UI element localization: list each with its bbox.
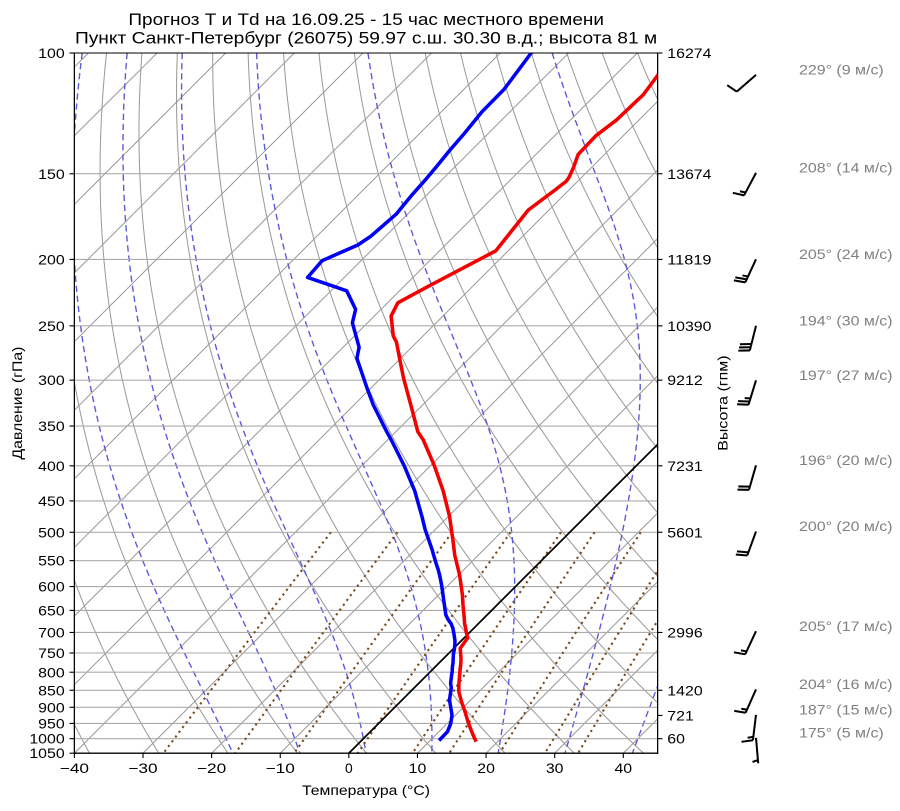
svg-text:200: 200 <box>38 251 65 267</box>
svg-text:11819: 11819 <box>667 251 712 267</box>
svg-text:187° (15 м/с): 187° (15 м/с) <box>799 701 893 717</box>
svg-text:204° (16 м/с): 204° (16 м/с) <box>799 676 893 692</box>
svg-text:10390: 10390 <box>667 318 711 334</box>
svg-text:600: 600 <box>38 579 65 595</box>
svg-text:5601: 5601 <box>667 524 703 540</box>
svg-text:500: 500 <box>38 524 65 540</box>
svg-text:350: 350 <box>38 418 65 434</box>
svg-text:208° (14 м/с): 208° (14 м/с) <box>799 159 893 175</box>
svg-text:16274: 16274 <box>667 45 711 61</box>
svg-text:194° (30 м/с): 194° (30 м/с) <box>799 312 893 328</box>
svg-text:300: 300 <box>38 372 65 388</box>
svg-text:750: 750 <box>38 645 65 661</box>
svg-text:100: 100 <box>38 45 65 61</box>
svg-text:450: 450 <box>38 493 65 509</box>
svg-text:10: 10 <box>409 760 427 776</box>
svg-text:1050: 1050 <box>29 745 65 761</box>
svg-text:196° (20 м/с): 196° (20 м/с) <box>799 452 893 468</box>
svg-text:−40: −40 <box>60 760 90 776</box>
svg-text:−10: −10 <box>266 760 296 776</box>
svg-text:Высота (гпм): Высота (гпм) <box>714 355 730 450</box>
svg-text:13674: 13674 <box>667 166 711 182</box>
svg-text:200° (20 м/с): 200° (20 м/с) <box>799 518 893 534</box>
svg-text:197° (27 м/с): 197° (27 м/с) <box>799 367 893 383</box>
svg-text:−30: −30 <box>128 760 158 776</box>
svg-text:850: 850 <box>38 682 65 698</box>
svg-text:Давление (гПа): Давление (гПа) <box>9 347 25 460</box>
svg-text:900: 900 <box>38 699 65 715</box>
svg-text:650: 650 <box>38 602 65 618</box>
svg-text:800: 800 <box>38 664 65 680</box>
svg-text:550: 550 <box>38 553 65 569</box>
svg-text:2996: 2996 <box>667 624 703 640</box>
svg-text:9212: 9212 <box>667 372 703 388</box>
svg-text:1000: 1000 <box>29 731 65 747</box>
svg-text:20: 20 <box>477 760 495 776</box>
svg-text:700: 700 <box>38 624 65 640</box>
svg-text:205° (24 м/с): 205° (24 м/с) <box>799 246 893 262</box>
svg-text:Температура (°C): Температура (°C) <box>302 782 430 798</box>
svg-text:950: 950 <box>38 715 65 731</box>
svg-text:0: 0 <box>345 760 353 776</box>
svg-text:Прогноз Т и Td на 16.09.25 - 1: Прогноз Т и Td на 16.09.25 - 15 час мест… <box>128 10 604 29</box>
svg-text:250: 250 <box>38 318 65 334</box>
svg-text:−20: −20 <box>197 760 227 776</box>
svg-text:150: 150 <box>38 166 65 182</box>
svg-text:721: 721 <box>667 707 694 723</box>
svg-text:229° (9 м/с): 229° (9 м/с) <box>799 61 884 77</box>
svg-text:205° (17 м/с): 205° (17 м/с) <box>799 618 893 634</box>
svg-text:40: 40 <box>614 760 632 776</box>
svg-text:1420: 1420 <box>667 682 703 698</box>
svg-text:30: 30 <box>546 760 564 776</box>
svg-text:60: 60 <box>667 731 685 747</box>
svg-text:175° (5 м/с): 175° (5 м/с) <box>799 724 884 740</box>
svg-text:7231: 7231 <box>667 458 703 474</box>
svg-text:Пункт Санкт-Петербург (26075): Пункт Санкт-Петербург (26075) 59.97 с.ш.… <box>75 28 657 47</box>
svg-text:400: 400 <box>38 458 65 474</box>
